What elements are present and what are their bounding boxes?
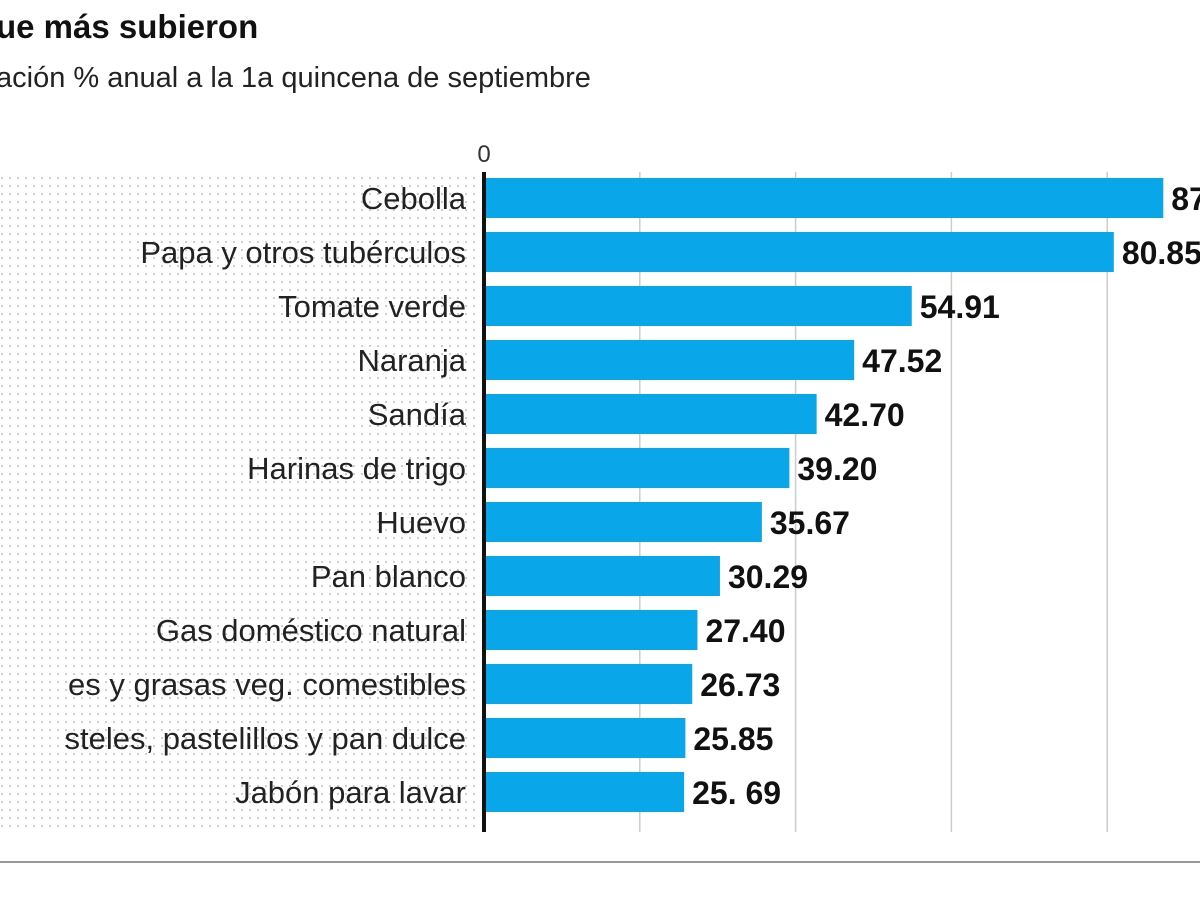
category-label: Cebolla (361, 181, 467, 216)
category-label: Pan blanco (311, 559, 466, 594)
bar (484, 664, 693, 704)
bar (484, 718, 686, 758)
category-label: Harinas de trigo (247, 451, 466, 486)
bar (484, 394, 817, 434)
category-label: Gas doméstico natural (156, 613, 466, 648)
value-label: 27.40 (705, 613, 785, 649)
bar (484, 556, 720, 596)
chart-title: ue más subieron (0, 8, 259, 45)
value-label: 25.85 (693, 721, 773, 757)
value-label: 35.67 (770, 505, 850, 541)
value-label: 25. 69 (692, 775, 781, 811)
bar (484, 178, 1164, 218)
category-label: steles, pastelillos y pan dulce (64, 721, 466, 756)
bar (484, 232, 1114, 272)
bar (484, 448, 790, 488)
chart-subtitle: ación % anual a la 1a quincena de septie… (0, 62, 591, 94)
value-label: 80.85 (1122, 235, 1200, 271)
label-area-dot-pattern (0, 172, 478, 832)
bar (484, 286, 912, 326)
category-label: Sandía (368, 397, 467, 432)
category-label: Naranja (357, 343, 466, 378)
value-label: 30.29 (728, 559, 808, 595)
value-label: 42.70 (825, 397, 905, 433)
bar (484, 772, 685, 812)
category-label: Tomate verde (278, 289, 466, 324)
value-label: 39.20 (797, 451, 877, 487)
bar (484, 610, 698, 650)
category-label: Huevo (376, 505, 466, 540)
value-label: 26.73 (700, 667, 780, 703)
category-label: es y grasas veg. comestibles (68, 667, 466, 702)
x-tick-label: 0 (477, 141, 490, 168)
bar (484, 340, 855, 380)
category-label: Jabón para lavar (235, 775, 466, 810)
value-label: 47.52 (862, 343, 942, 379)
category-label: Papa y otros tubérculos (140, 235, 466, 270)
value-label: 87 (1171, 181, 1200, 217)
bar (484, 502, 762, 542)
value-label: 54.91 (920, 289, 1000, 325)
